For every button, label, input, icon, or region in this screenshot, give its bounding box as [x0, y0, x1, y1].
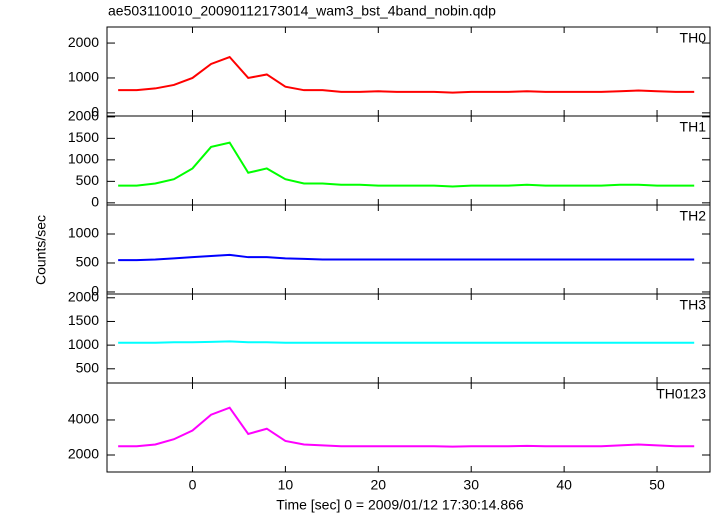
data-line	[118, 55, 695, 94]
panel-label: TH0123	[656, 386, 706, 402]
panel-label: TH2	[680, 208, 707, 224]
panel-frame	[106, 293, 711, 384]
x-tick-label: 0	[189, 477, 197, 493]
panel-label: TH0	[680, 30, 707, 46]
y-tick-label: 0	[91, 104, 99, 120]
y-tick-label: 2000	[68, 446, 99, 462]
x-tick-label: 50	[649, 477, 665, 493]
data-line	[118, 253, 695, 262]
y-tick-label: 2000	[68, 108, 99, 124]
panel-label: TH1	[680, 119, 707, 135]
chart-title: ae503110010_20090112173014_wam3_bst_4ban…	[108, 3, 496, 19]
panel-frame	[106, 115, 711, 206]
y-tick-label: 0	[91, 194, 99, 210]
y-tick-label: 0	[91, 283, 99, 299]
y-tick-label: 1000	[68, 151, 99, 167]
y-tick-label: 1000	[68, 225, 99, 241]
panel-frame	[106, 26, 711, 117]
panel-label: TH3	[680, 297, 707, 313]
y-tick-label: 500	[76, 254, 100, 270]
y-tick-label: 4000	[68, 411, 99, 427]
x-tick-label: 40	[556, 477, 572, 493]
data-line	[118, 141, 695, 188]
y-tick-label: 1000	[68, 336, 99, 352]
y-tick-label: 1000	[68, 69, 99, 85]
x-tick-label: 20	[371, 477, 387, 493]
panel-frame	[106, 204, 711, 295]
y-tick-label: 500	[76, 172, 100, 188]
y-tick-label: 2000	[68, 34, 99, 50]
y-tick-label: 2000	[68, 288, 99, 304]
data-line	[118, 340, 695, 344]
y-tick-label: 1500	[68, 312, 99, 328]
data-line	[118, 406, 695, 448]
panel-frame	[106, 382, 711, 473]
y-tick-label: 500	[76, 360, 100, 376]
y-axis-label: Counts/sec	[33, 215, 49, 285]
x-tick-label: 30	[463, 477, 479, 493]
x-tick-label: 10	[278, 477, 294, 493]
y-tick-label: 1500	[68, 129, 99, 145]
x-axis-label: Time [sec] 0 = 2009/01/12 17:30:14.866	[276, 497, 524, 513]
